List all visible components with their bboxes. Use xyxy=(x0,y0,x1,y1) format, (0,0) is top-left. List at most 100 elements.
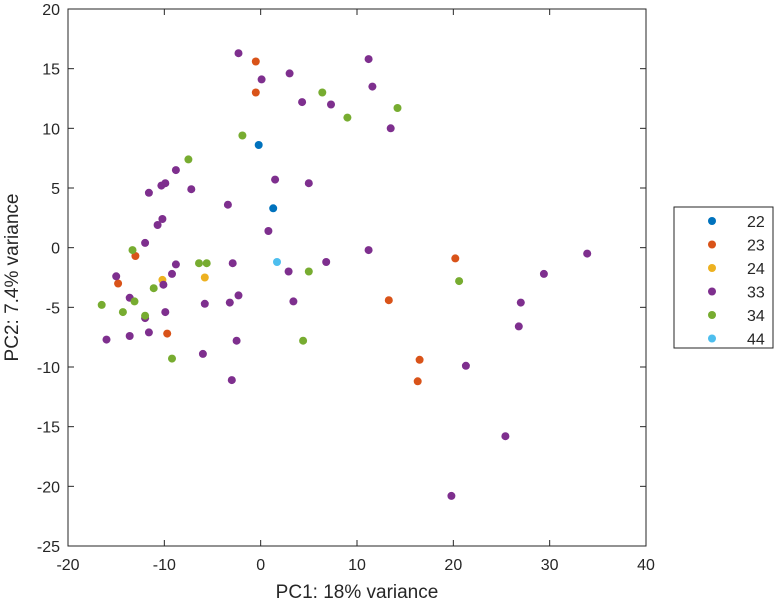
data-point-series-33 xyxy=(327,100,335,109)
data-point-series-33 xyxy=(583,249,592,258)
data-point-series-33 xyxy=(227,376,236,385)
data-point-series-33 xyxy=(153,221,162,229)
data-point-series-33 xyxy=(257,75,266,84)
data-point-series-33 xyxy=(228,259,237,268)
data-point-series-34 xyxy=(128,246,137,255)
data-point-series-33 xyxy=(271,175,280,184)
data-point-series-33 xyxy=(159,280,168,289)
x-tick-label: 10 xyxy=(348,557,366,574)
data-point-series-23 xyxy=(114,279,123,288)
data-point-series-34 xyxy=(304,267,313,276)
data-point-series-33 xyxy=(364,246,373,255)
legend-marker xyxy=(708,217,716,225)
legend-marker xyxy=(708,264,716,272)
data-point-series-34 xyxy=(130,297,139,306)
data-point-series-34 xyxy=(238,131,247,140)
y-tick-label: 0 xyxy=(51,241,60,258)
data-point-series-33 xyxy=(284,267,293,276)
y-axis-label: PC2: 7.4% variance xyxy=(2,194,23,362)
legend-label: 34 xyxy=(747,308,765,325)
legend-marker xyxy=(708,334,716,343)
data-point-series-34 xyxy=(393,104,402,112)
legend-item-34: 34 xyxy=(708,308,765,325)
data-point-series-34 xyxy=(195,259,203,268)
data-point-series-33 xyxy=(171,166,180,175)
data-point-series-33 xyxy=(516,298,525,307)
data-point-series-34 xyxy=(168,354,176,363)
legend-item-23: 23 xyxy=(708,238,765,255)
data-point-series-33 xyxy=(112,272,121,281)
legend: 22 23 24 33 34 44 xyxy=(673,206,774,349)
data-point-series-44 xyxy=(273,258,281,266)
data-point-series-33 xyxy=(264,227,273,235)
legend-item-33: 33 xyxy=(708,285,765,302)
x-tick-label: 30 xyxy=(541,557,559,574)
data-point-series-33 xyxy=(161,179,170,188)
x-axis-label: PC1: 18% variance xyxy=(276,582,439,601)
legend-label: 24 xyxy=(747,261,765,278)
x-axis-ticks: -20 -10 0 10 20 30 40 xyxy=(56,9,655,574)
data-point-series-34 xyxy=(149,284,158,293)
data-point-series-34 xyxy=(202,259,211,268)
data-point-series-33 xyxy=(168,269,176,278)
data-point-series-33 xyxy=(125,332,134,340)
data-point-series-33 xyxy=(141,238,150,247)
data-point-series-34 xyxy=(318,88,327,97)
data-point-series-33 xyxy=(232,336,241,345)
data-point-series-33 xyxy=(158,215,167,223)
data-point-series-23 xyxy=(251,57,260,66)
data-point-series-33 xyxy=(223,200,232,209)
data-point-series-33 xyxy=(187,185,196,194)
data-point-series-33 xyxy=(364,55,373,64)
legend-item-44: 44 xyxy=(708,332,765,349)
plot-frame xyxy=(67,8,647,547)
data-point-series-33 xyxy=(200,299,209,308)
data-point-series-33 xyxy=(198,349,207,358)
y-tick-label: -25 xyxy=(37,539,60,556)
data-point-series-33 xyxy=(102,335,111,344)
data-point-series-33 xyxy=(225,298,234,307)
data-point-series-33 xyxy=(304,179,313,188)
data-point-series-33 xyxy=(234,291,243,300)
data-point-series-34 xyxy=(141,311,150,320)
y-axis-ticks: 20 15 10 5 0 -5 -10 -15 -20 -25 xyxy=(37,2,646,556)
legend-label: 33 xyxy=(747,285,765,302)
legend-marker xyxy=(708,287,716,296)
legend-item-22: 22 xyxy=(708,214,765,231)
data-point-series-22 xyxy=(269,204,278,213)
data-point-series-33 xyxy=(298,98,307,107)
data-point-series-33 xyxy=(368,82,377,91)
y-tick-label: 10 xyxy=(42,121,60,138)
data-point-series-23 xyxy=(251,88,260,97)
data-point-series-33 xyxy=(322,258,331,266)
data-point-series-34 xyxy=(97,300,106,309)
legend-marker xyxy=(708,240,716,249)
y-tick-label: 5 xyxy=(51,181,60,198)
data-point-series-33 xyxy=(501,432,510,441)
legend-label: 22 xyxy=(747,214,765,231)
y-tick-label: -20 xyxy=(37,479,60,496)
data-point-series-33 xyxy=(285,69,294,78)
x-tick-label: 40 xyxy=(637,557,655,574)
x-tick-label: 0 xyxy=(256,557,265,574)
data-point-series-33 xyxy=(539,269,548,278)
x-tick-label: -20 xyxy=(56,557,79,574)
y-tick-label: -15 xyxy=(37,420,60,437)
data-point-series-33 xyxy=(461,361,470,370)
data-points xyxy=(97,49,592,500)
data-point-series-33 xyxy=(289,297,298,306)
data-point-series-34 xyxy=(184,155,193,164)
data-point-series-33 xyxy=(144,188,153,197)
data-point-series-33 xyxy=(514,322,523,331)
data-point-series-23 xyxy=(451,254,460,263)
data-point-series-34 xyxy=(299,336,308,345)
legend-label: 44 xyxy=(747,332,765,349)
legend-label: 23 xyxy=(747,238,765,255)
data-point-series-33 xyxy=(144,328,153,337)
data-point-series-33 xyxy=(171,260,180,269)
y-tick-label: 20 xyxy=(42,2,60,19)
data-point-series-33 xyxy=(161,308,170,317)
data-point-series-23 xyxy=(163,329,172,338)
